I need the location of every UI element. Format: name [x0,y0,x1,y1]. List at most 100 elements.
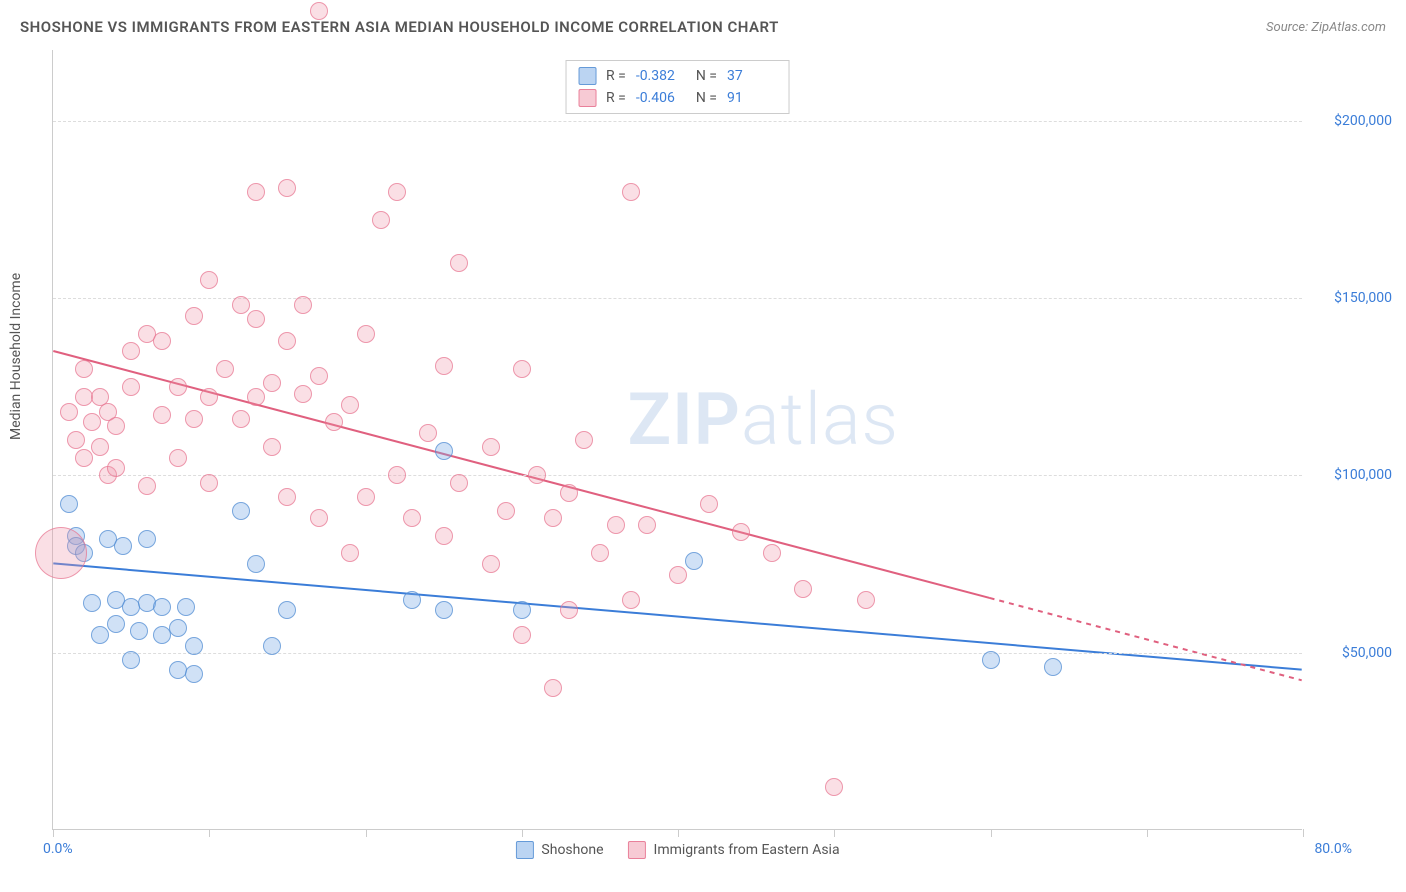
data-point [435,601,453,619]
legend-r-label: R = [606,68,626,84]
legend-n-label: N = [696,90,717,106]
data-point [310,367,328,385]
data-point [278,179,296,197]
legend-n-value: 37 [727,68,777,84]
data-point [544,679,562,697]
data-point [794,580,812,598]
data-point [138,530,156,548]
data-point [560,484,578,502]
legend-item: Shoshone [515,841,603,859]
data-point [107,459,125,477]
data-point [622,591,640,609]
data-point [200,388,218,406]
data-point [482,555,500,573]
data-point [544,509,562,527]
data-point [91,438,109,456]
data-point [482,438,500,456]
data-point [278,601,296,619]
data-point [91,626,109,644]
data-point [60,495,78,513]
data-point [35,527,87,579]
data-point [388,466,406,484]
legend-series-name: Shoshone [541,842,603,858]
data-point [622,183,640,201]
data-point [341,544,359,562]
y-tick-label: $50,000 [1342,645,1392,661]
data-point [435,527,453,545]
x-axis-min-label: 0.0% [43,841,73,857]
data-point [263,637,281,655]
data-point [185,665,203,683]
data-point [247,310,265,328]
x-tick [522,829,523,837]
data-point [153,598,171,616]
data-point [185,637,203,655]
data-point [67,431,85,449]
data-point [247,555,265,573]
data-point [60,403,78,421]
data-point [75,360,93,378]
x-tick [209,829,210,837]
legend-r-value: -0.382 [636,68,686,84]
data-point [130,622,148,640]
data-point [341,396,359,414]
data-point [169,619,187,637]
data-point [763,544,781,562]
y-tick-label: $100,000 [1334,467,1392,483]
legend-swatch [578,89,596,107]
trend-lines [53,50,1302,829]
data-point [310,509,328,527]
data-point [982,651,1000,669]
legend-n-label: N = [696,68,717,84]
data-point [232,296,250,314]
data-point [403,591,421,609]
data-point [83,594,101,612]
chart-title: SHOSHONE VS IMMIGRANTS FROM EASTERN ASIA… [20,18,779,36]
data-point [232,410,250,428]
y-tick-label: $200,000 [1334,113,1392,129]
series-legend: Shoshone Immigrants from Eastern Asia [515,841,839,859]
data-point [107,417,125,435]
data-point [450,254,468,272]
grid-line [53,121,1302,122]
data-point [1044,658,1062,676]
x-axis-max-label: 80.0% [1314,841,1352,857]
data-point [560,601,578,619]
data-point [83,413,101,431]
legend-swatch [628,841,646,859]
legend-series-name: Immigrants from Eastern Asia [654,842,840,858]
data-point [122,651,140,669]
data-point [388,183,406,201]
x-tick [53,829,54,837]
data-point [278,332,296,350]
data-point [114,537,132,555]
data-point [185,307,203,325]
data-point [325,413,343,431]
data-point [263,374,281,392]
data-point [357,325,375,343]
legend-row: R = -0.406 N = 91 [578,87,777,109]
x-tick [366,829,367,837]
data-point [357,488,375,506]
data-point [177,598,195,616]
data-point [294,385,312,403]
plot-area: ZIPatlas R = -0.382 N = 37 R = -0.406 N … [52,50,1302,830]
data-point [732,523,750,541]
data-point [200,271,218,289]
data-point [700,495,718,513]
correlation-legend: R = -0.382 N = 37 R = -0.406 N = 91 [565,60,790,114]
data-point [185,410,203,428]
data-point [403,509,421,527]
data-point [138,477,156,495]
source-attribution: Source: ZipAtlas.com [1266,20,1386,35]
data-point [232,502,250,520]
legend-n-value: 91 [727,90,777,106]
data-point [513,360,531,378]
data-point [247,183,265,201]
data-point [263,438,281,456]
data-point [75,449,93,467]
data-point [435,357,453,375]
legend-swatch [578,67,596,85]
data-point [607,516,625,534]
data-point [435,442,453,460]
